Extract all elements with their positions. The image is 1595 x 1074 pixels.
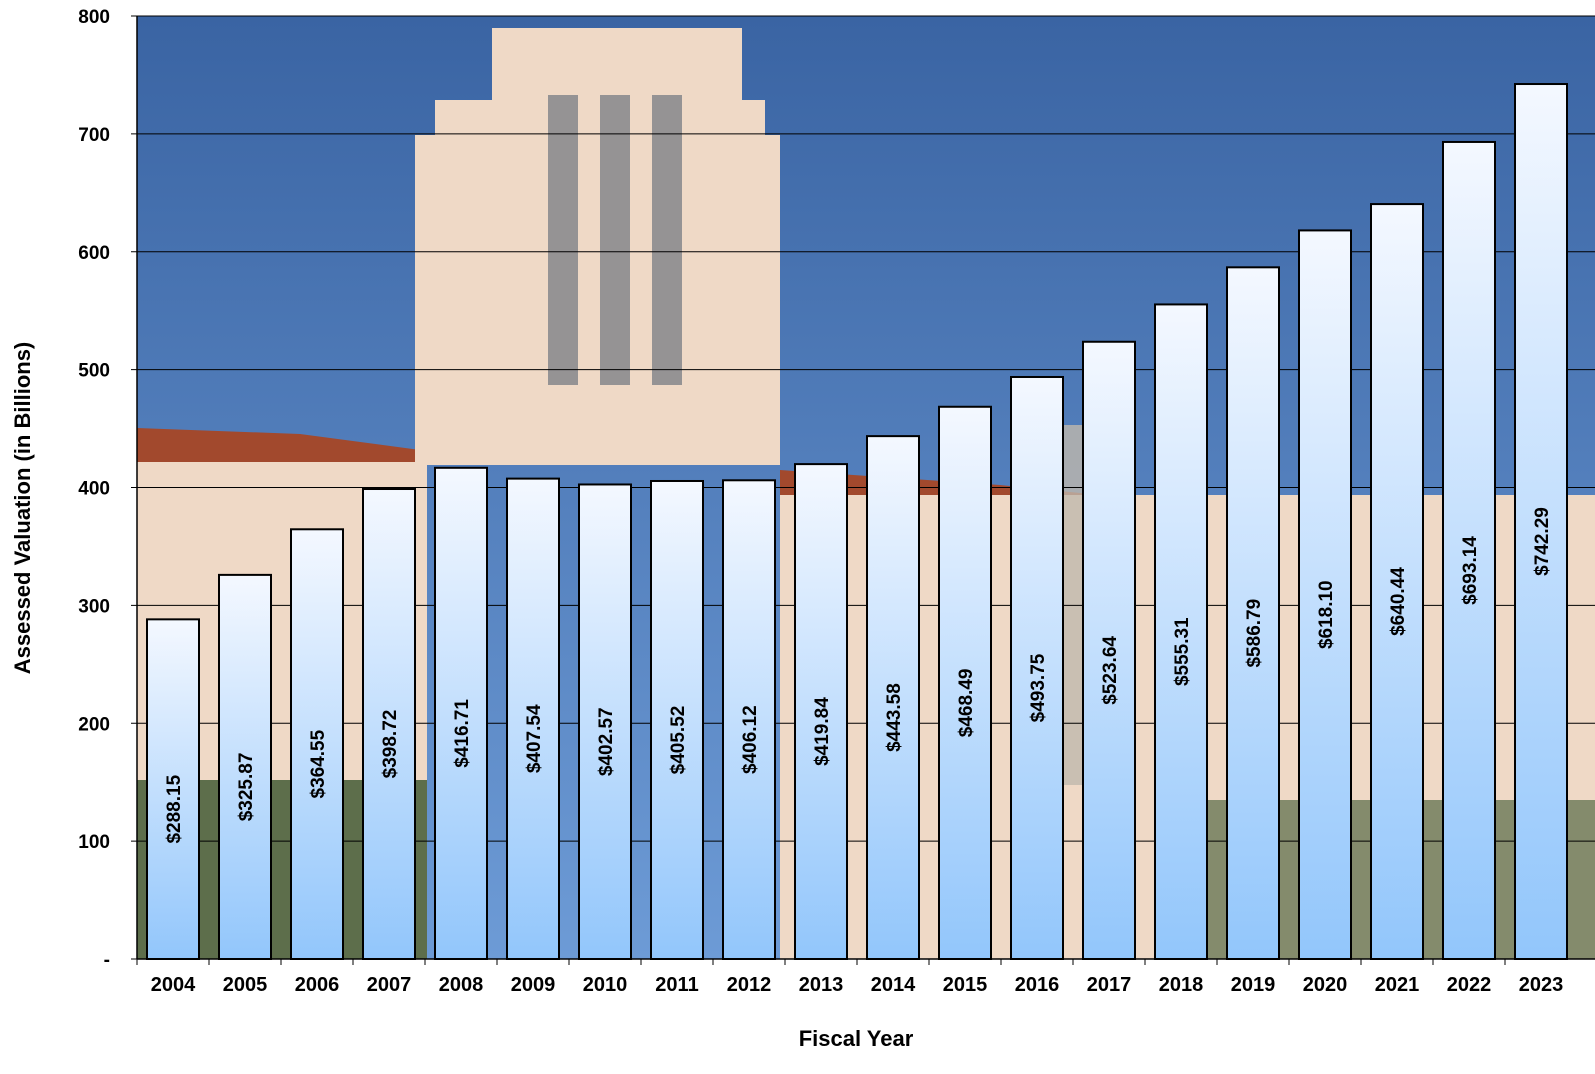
data-label: $693.14 xyxy=(1460,536,1481,605)
data-label: $405.52 xyxy=(668,706,689,775)
data-label: $640.44 xyxy=(1388,567,1409,636)
data-label: $443.58 xyxy=(884,683,905,752)
x-tick-label: 2020 xyxy=(1303,974,1348,996)
bar xyxy=(578,483,632,960)
tower-window-column xyxy=(600,95,630,385)
bar xyxy=(290,528,344,960)
data-label: $402.57 xyxy=(596,707,617,776)
data-label: $555.31 xyxy=(1172,617,1193,686)
y-tick-label: 100 xyxy=(78,832,110,853)
y-tick-label: 400 xyxy=(78,479,110,500)
tower-top xyxy=(492,28,742,108)
bar xyxy=(218,573,272,960)
x-tick-label: 2010 xyxy=(583,974,628,996)
bar xyxy=(938,405,992,961)
axes: - 100 200 300 400 500 600 700 800 2004 2005 2006 200… xyxy=(78,7,1595,996)
x-tick-label: 2007 xyxy=(367,974,412,996)
data-label: $406.12 xyxy=(740,705,761,774)
bar xyxy=(866,435,920,960)
y-tick-label: 300 xyxy=(78,596,110,617)
bar xyxy=(1154,303,1208,960)
y-tick-label: - xyxy=(104,950,110,971)
bar xyxy=(1082,340,1136,960)
bar xyxy=(722,479,776,960)
tower-window-column xyxy=(652,95,682,385)
x-tick-label: 2008 xyxy=(439,974,484,996)
x-tick-label: 2016 xyxy=(1015,974,1060,996)
data-label: $364.55 xyxy=(308,729,329,798)
y-tick-label: 600 xyxy=(78,243,110,264)
x-tick-label: 2015 xyxy=(943,974,988,996)
tower-window-column xyxy=(548,95,578,385)
x-tick-label: 2009 xyxy=(511,974,556,996)
data-label: $325.87 xyxy=(236,753,257,822)
x-tick-label: 2013 xyxy=(799,974,844,996)
data-label: $468.49 xyxy=(956,669,977,738)
tower-base xyxy=(415,135,780,465)
data-label: $419.84 xyxy=(812,697,833,766)
data-label: $398.72 xyxy=(380,710,401,779)
x-tick-label: 2004 xyxy=(151,974,196,996)
x-tick-label: 2019 xyxy=(1231,974,1276,996)
data-label: $523.64 xyxy=(1100,636,1121,705)
data-label: $407.54 xyxy=(524,704,545,773)
bar xyxy=(362,488,416,960)
y-axis-label: Assessed Valuation (in Billions) xyxy=(10,342,35,675)
x-tick-label: 2012 xyxy=(727,974,772,996)
data-label: $288.15 xyxy=(164,774,185,843)
y-tick-label: 700 xyxy=(78,125,110,146)
bar xyxy=(506,477,560,960)
y-tick-label: 800 xyxy=(78,7,110,28)
data-label: $416.71 xyxy=(452,699,473,768)
data-label: $618.10 xyxy=(1316,580,1337,649)
x-tick-label: 2021 xyxy=(1375,974,1420,996)
x-tick-label: 2011 xyxy=(655,974,698,996)
x-tick-label: 2014 xyxy=(871,974,916,996)
data-label: $742.29 xyxy=(1532,507,1553,576)
x-axis-label: Fiscal Year xyxy=(799,1026,914,1051)
x-tick-label: 2006 xyxy=(295,974,340,996)
x-tick-label: 2023 xyxy=(1519,974,1564,996)
data-label: $586.79 xyxy=(1244,599,1265,668)
data-label: $493.75 xyxy=(1028,653,1049,722)
bar xyxy=(1298,229,1352,961)
x-tick-label: 2018 xyxy=(1159,974,1204,996)
y-tick-label: 200 xyxy=(78,714,110,735)
x-tick-label: 2017 xyxy=(1087,974,1132,996)
bars: $288.15 $325.87 $364.55 $398.72 $416.71 $407.… xyxy=(146,83,1568,961)
x-tick-label: 2022 xyxy=(1447,974,1492,996)
bar xyxy=(650,479,704,960)
y-tick-label: 500 xyxy=(78,361,110,382)
x-tick-label: 2005 xyxy=(223,974,268,996)
